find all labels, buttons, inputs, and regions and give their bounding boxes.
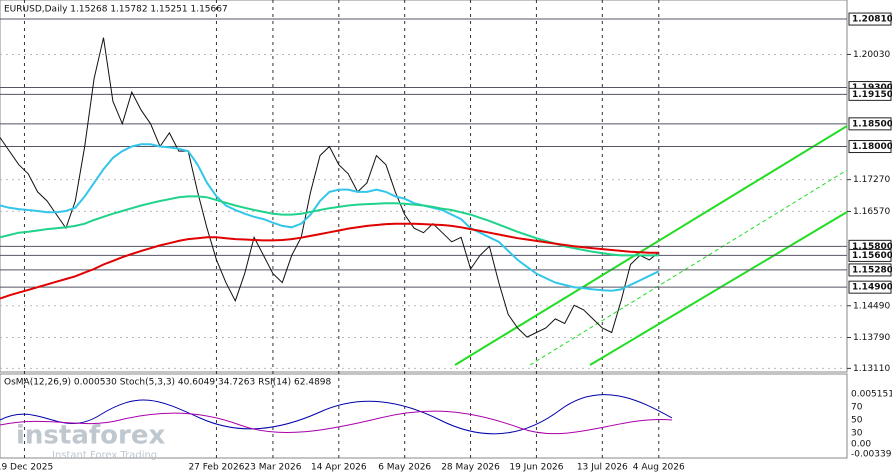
y-tick-label: 1.16570 (853, 207, 890, 217)
level-label: 1.15800 (852, 242, 892, 252)
oscillator-header: OsMA(12,26,9) 0.000530 Stoch(5,3,3) 40.6… (4, 378, 332, 388)
x-tick-label: 19 Dec 2025 (0, 463, 53, 473)
level-box (848, 117, 892, 131)
x-tick-label: 28 May 2026 (441, 463, 500, 473)
x-tick-label: 14 Apr 2026 (311, 463, 367, 473)
level-box (848, 12, 892, 26)
oscillator-axis-label: -0.00339 (851, 450, 892, 460)
oscillator-lines (0, 394, 673, 435)
x-tick-label: 19 Jun 2026 (509, 463, 563, 473)
oscillator-axis-label: 30 (851, 429, 863, 439)
level-box (848, 263, 892, 277)
series-line (0, 37, 660, 338)
level-label: 1.14900 (852, 283, 892, 293)
series-line (0, 143, 660, 292)
x-tick-label: 4 Aug 2026 (633, 463, 685, 473)
level-box (848, 248, 892, 262)
y-tick-label: 1.13110 (853, 364, 890, 374)
level-label: 1.18500 (852, 119, 892, 129)
level-box (848, 87, 892, 101)
x-tick-label: 13 Jul 2026 (577, 463, 628, 473)
channel-lower (589, 211, 848, 366)
y-tick-label: 1.17270 (853, 175, 890, 185)
channel-mid (529, 169, 848, 366)
main-panel (0, 0, 848, 373)
level-box (848, 280, 892, 294)
level-label: 1.18000 (852, 142, 892, 152)
level-label: 1.19150 (852, 90, 892, 100)
channel-upper (454, 125, 848, 366)
level-label: 1.15600 (852, 251, 892, 261)
oscillator-axis-label: 0.0051514 (851, 390, 892, 400)
level-label: 1.15280 (852, 265, 892, 275)
watermark-tagline: Instant Forex Trading (52, 450, 157, 461)
stoch-line (0, 394, 673, 435)
x-tick-label: 27 Feb 2026 (188, 463, 244, 473)
rsi-line (0, 410, 673, 435)
y-tick-label: 1.14490 (853, 301, 890, 311)
chart-title: EURUSD,Daily 1.15268 1.15782 1.15251 1.1… (4, 5, 228, 15)
x-tick-label: 6 May 2026 (378, 463, 431, 473)
y-tick-label: 1.13790 (853, 333, 890, 343)
channel (454, 125, 848, 366)
watermark-brand: instaforex (16, 421, 166, 451)
oscillator-axis-label: 70 (851, 403, 863, 413)
oscillator-axis-label: 50 (851, 416, 863, 426)
x-tick-label: 23 Mar 2026 (244, 463, 301, 473)
y-tick-label: 1.20030 (853, 50, 890, 60)
oscillator-axis-label: 0.00 (851, 440, 871, 450)
series-line (0, 222, 659, 300)
level-box (848, 140, 892, 154)
level-label: 1.20810 (852, 15, 892, 25)
